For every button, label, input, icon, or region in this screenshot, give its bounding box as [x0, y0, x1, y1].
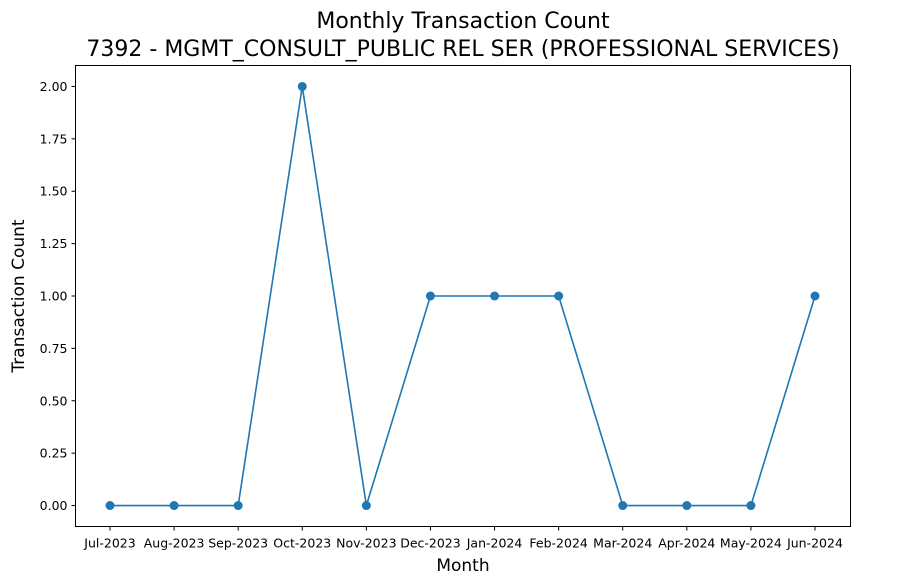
y-tick-label: 2.00: [40, 79, 68, 94]
x-axis-label: Month: [436, 556, 489, 576]
plot-area-frame: [75, 65, 851, 527]
data-point: [297, 81, 307, 91]
x-tick-label: Jan-2024: [466, 536, 523, 551]
series-transaction-count: [105, 81, 820, 511]
x-tick-label: Oct-2023: [273, 536, 331, 551]
y-tick-label: 0.00: [40, 498, 68, 513]
x-tick-label: Mar-2024: [593, 536, 652, 551]
data-point: [361, 501, 371, 511]
x-tick-label: Sep-2023: [208, 536, 268, 551]
y-tick-label: 1.25: [40, 236, 68, 251]
y-tick-label: 1.00: [40, 289, 68, 304]
chart-title: Monthly Transaction Count: [316, 9, 610, 34]
data-point: [746, 501, 756, 511]
x-tick-label: Jul-2023: [83, 536, 135, 551]
data-point: [490, 291, 500, 301]
data-point: [682, 501, 692, 511]
data-point: [105, 501, 115, 511]
axes-ticks: 0.00 0.25 0.50 0.75 1.00 1.25 1.50 1.75 2.00 Jul-…: [40, 79, 843, 551]
y-axis-label: Transaction Count: [9, 219, 29, 373]
chart-subtitle: 7392 - MGMT_CONSULT_PUBLIC REL SER (PROF…: [86, 37, 839, 62]
data-point: [233, 501, 243, 511]
x-tick-label: Aug-2023: [144, 536, 205, 551]
x-tick-label: May-2024: [720, 536, 782, 551]
data-point: [425, 291, 435, 301]
series-line: [110, 85, 816, 507]
data-point: [618, 501, 628, 511]
x-tick-label: Jun-2024: [786, 536, 843, 551]
data-point: [169, 501, 179, 511]
x-tick-label: Apr-2024: [658, 536, 715, 551]
y-tick-label: 1.75: [40, 131, 68, 146]
y-tick-label: 1.50: [40, 184, 68, 199]
data-point: [810, 291, 820, 301]
y-tick-label: 0.75: [40, 341, 68, 356]
x-tick-label: Nov-2023: [336, 536, 396, 551]
data-point: [554, 291, 564, 301]
x-tick-label: Dec-2023: [400, 536, 461, 551]
y-tick-label: 0.25: [40, 446, 68, 461]
y-tick-label: 0.50: [40, 393, 68, 408]
x-tick-label: Feb-2024: [529, 536, 588, 551]
